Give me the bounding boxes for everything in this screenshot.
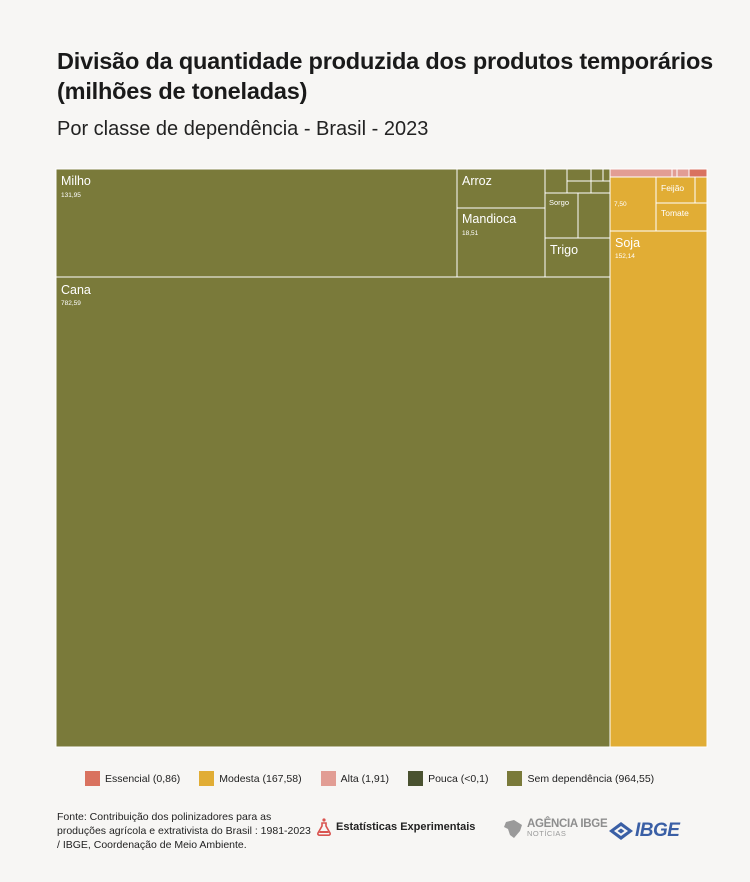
legend-label: Alta (1,91): [340, 772, 390, 785]
tile-alta-2: [671, 168, 678, 178]
tile-essencial-1: [688, 168, 708, 178]
legend-label: Pouca (<0,1): [428, 772, 489, 785]
brand-ibge-text: IBGE: [635, 820, 680, 841]
chart-title: Divisão da quantidade produzida dos prod…: [57, 48, 714, 104]
flask-icon: [317, 818, 331, 836]
brand-estatisticas-experimentais: Estatísticas Experimentais: [316, 818, 475, 836]
tile-small-2: [566, 168, 592, 182]
ibge-emblem-icon: [609, 822, 633, 840]
brand-agencia-ibge-logo: AGÊNCIA IBGE NOTÍCIAS: [502, 818, 608, 839]
tile-modesta-1: [609, 176, 657, 232]
tile-cana: [55, 276, 611, 748]
tile-alta-3: [676, 168, 690, 178]
tile-value-modesta-1: 7,50: [614, 201, 627, 208]
legend-item-essencial: Essencial (0,86): [85, 771, 180, 786]
legend-label: Sem dependência (964,55): [527, 772, 655, 785]
legend-swatch-sem-dependencia: [507, 771, 523, 786]
tile-value-milho: 131,95: [61, 192, 81, 199]
tile-label-tomate: Tomate: [661, 208, 689, 218]
tile-small-3: [566, 180, 592, 194]
tile-value-mandioca: 18,51: [462, 230, 479, 237]
tile-value-soja: 152,14: [615, 253, 635, 260]
tile-soja: [609, 230, 708, 748]
brand-agencia-text: AGÊNCIA IBGE: [527, 818, 608, 830]
legend-swatch-modesta: [199, 771, 215, 786]
brand-noticias-text: NOTÍCIAS: [527, 829, 567, 838]
tile-label-soja: Soja: [615, 236, 640, 250]
legend-label: Essencial (0,86): [105, 772, 181, 785]
tile-milho: [55, 168, 458, 278]
tile-small-1: [544, 168, 568, 194]
legend-swatch-alta: [320, 771, 336, 786]
tile-value-cana: 782,59: [61, 300, 81, 307]
tile-label-cana: Cana: [61, 283, 91, 297]
legend-swatch-essencial: [85, 771, 100, 786]
legend: Essencial (0,86) Modesta (167,58) Alta (…: [85, 771, 673, 786]
tile-small-7: [577, 192, 611, 239]
tile-label-arroz: Arroz: [462, 174, 492, 188]
legend-swatch-pouca: [408, 771, 424, 786]
tile-label-trigo: Trigo: [550, 243, 578, 257]
tile-modesta-2: [694, 176, 708, 204]
legend-label: Modesta (167,58): [219, 772, 302, 785]
legend-item-sem-dependencia: Sem dependência (964,55): [507, 771, 654, 786]
tile-sorgo: [544, 192, 579, 239]
brazil-map-icon: [504, 820, 522, 838]
tile-label-sorgo: Sorgo: [549, 198, 569, 207]
tile-label-feijao: Feijão: [661, 183, 684, 193]
chart-subtitle: Por classe de dependência - Brasil - 202…: [57, 118, 429, 140]
brand-experimental-text: Estatísticas Experimentais: [336, 821, 476, 833]
tile-small-6: [590, 180, 611, 194]
source-note: Fonte: Contribuição dos polinizadores pa…: [57, 811, 311, 851]
legend-item-alta: Alta (1,91): [320, 771, 390, 786]
tile-small-4: [590, 168, 604, 182]
legend-item-modesta: Modesta (167,58): [199, 771, 302, 786]
tile-alta-1: [609, 168, 673, 178]
legend-item-pouca: Pouca (<0,1): [408, 771, 488, 786]
tile-mandioca: [456, 207, 546, 278]
tile-small-5: [602, 168, 611, 182]
tile-label-milho: Milho: [61, 174, 91, 188]
tile-label-mandioca: Mandioca: [462, 212, 516, 226]
brand-ibge-logo: IBGE: [609, 820, 680, 842]
